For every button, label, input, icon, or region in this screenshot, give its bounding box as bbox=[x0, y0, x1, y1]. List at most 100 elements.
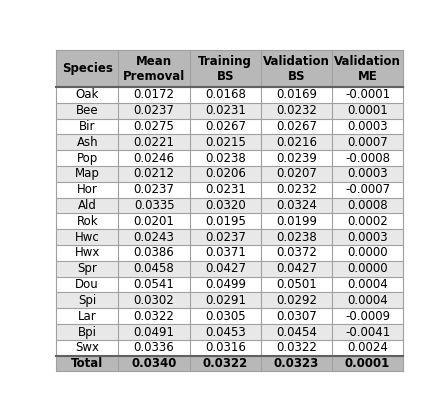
Bar bbox=[332, 166, 403, 182]
Text: Oak: Oak bbox=[76, 88, 99, 101]
Text: Hor: Hor bbox=[77, 183, 98, 196]
Bar bbox=[332, 103, 403, 118]
Bar bbox=[118, 103, 190, 118]
Text: 0.0499: 0.0499 bbox=[205, 278, 246, 291]
Text: 0.0324: 0.0324 bbox=[276, 199, 317, 212]
Text: Species: Species bbox=[62, 62, 113, 75]
Bar bbox=[118, 118, 190, 134]
Bar bbox=[332, 245, 403, 261]
Bar bbox=[261, 340, 332, 356]
Text: 0.0003: 0.0003 bbox=[347, 231, 388, 244]
Text: -0.0008: -0.0008 bbox=[345, 152, 390, 165]
Text: 0.0007: 0.0007 bbox=[347, 136, 388, 149]
Text: -0.0009: -0.0009 bbox=[345, 310, 390, 323]
Bar bbox=[332, 324, 403, 340]
Text: 0.0001: 0.0001 bbox=[345, 357, 390, 370]
Text: -0.0001: -0.0001 bbox=[345, 88, 390, 101]
Bar bbox=[118, 150, 190, 166]
Text: 0.0001: 0.0001 bbox=[347, 104, 388, 117]
Text: 0.0231: 0.0231 bbox=[205, 183, 246, 196]
Bar bbox=[261, 150, 332, 166]
Bar bbox=[261, 198, 332, 214]
Text: 0.0541: 0.0541 bbox=[134, 278, 175, 291]
Text: 0.0320: 0.0320 bbox=[205, 199, 246, 212]
Bar bbox=[190, 340, 261, 356]
Text: 0.0454: 0.0454 bbox=[276, 326, 317, 339]
Text: 0.0216: 0.0216 bbox=[276, 136, 317, 149]
Bar bbox=[261, 276, 332, 292]
Bar bbox=[261, 245, 332, 261]
Bar bbox=[56, 166, 118, 182]
Text: 0.0340: 0.0340 bbox=[131, 357, 177, 370]
Text: Rok: Rok bbox=[77, 215, 98, 228]
Text: Ald: Ald bbox=[78, 199, 97, 212]
Text: 0.0169: 0.0169 bbox=[276, 88, 317, 101]
Bar bbox=[190, 182, 261, 198]
Text: 0.0291: 0.0291 bbox=[205, 294, 246, 307]
Bar bbox=[190, 292, 261, 308]
Text: 0.0427: 0.0427 bbox=[205, 262, 246, 275]
Text: 0.0336: 0.0336 bbox=[134, 341, 174, 354]
Text: 0.0206: 0.0206 bbox=[205, 167, 246, 181]
Text: Training
BS: Training BS bbox=[198, 55, 252, 83]
Bar bbox=[190, 308, 261, 324]
Text: Spr: Spr bbox=[78, 262, 97, 275]
Text: Validation
BS: Validation BS bbox=[263, 55, 330, 83]
Bar bbox=[118, 292, 190, 308]
Text: 0.0305: 0.0305 bbox=[205, 310, 246, 323]
Text: 0.0453: 0.0453 bbox=[205, 326, 246, 339]
Bar bbox=[56, 324, 118, 340]
Bar bbox=[332, 87, 403, 103]
Text: 0.0231: 0.0231 bbox=[205, 104, 246, 117]
Text: Ash: Ash bbox=[77, 136, 98, 149]
Bar bbox=[56, 87, 118, 103]
Bar bbox=[332, 182, 403, 198]
Text: Validation
ME: Validation ME bbox=[334, 55, 401, 83]
Text: Spi: Spi bbox=[78, 294, 96, 307]
Bar bbox=[190, 276, 261, 292]
Bar bbox=[118, 340, 190, 356]
Text: 0.0221: 0.0221 bbox=[134, 136, 175, 149]
Text: 0.0238: 0.0238 bbox=[276, 231, 317, 244]
Text: 0.0239: 0.0239 bbox=[276, 152, 317, 165]
Text: 0.0232: 0.0232 bbox=[276, 104, 317, 117]
Bar bbox=[118, 182, 190, 198]
Text: 0.0000: 0.0000 bbox=[347, 262, 388, 275]
Bar bbox=[261, 308, 332, 324]
Bar bbox=[118, 324, 190, 340]
Text: 0.0335: 0.0335 bbox=[134, 199, 174, 212]
Bar bbox=[118, 214, 190, 229]
Text: 0.0307: 0.0307 bbox=[276, 310, 317, 323]
Bar bbox=[190, 356, 261, 371]
Text: 0.0212: 0.0212 bbox=[134, 167, 175, 181]
Bar bbox=[332, 292, 403, 308]
Bar bbox=[56, 292, 118, 308]
Bar bbox=[118, 245, 190, 261]
Text: 0.0215: 0.0215 bbox=[205, 136, 246, 149]
Bar bbox=[56, 214, 118, 229]
Text: 0.0238: 0.0238 bbox=[205, 152, 246, 165]
Text: 0.0172: 0.0172 bbox=[134, 88, 175, 101]
Text: 0.0322: 0.0322 bbox=[202, 357, 248, 370]
Bar bbox=[332, 356, 403, 371]
Bar bbox=[118, 166, 190, 182]
Text: 0.0292: 0.0292 bbox=[276, 294, 317, 307]
Bar bbox=[190, 214, 261, 229]
Text: 0.0246: 0.0246 bbox=[134, 152, 175, 165]
Text: 0.0237: 0.0237 bbox=[205, 231, 246, 244]
Bar bbox=[118, 134, 190, 150]
Text: 0.0267: 0.0267 bbox=[205, 120, 246, 133]
Bar bbox=[56, 134, 118, 150]
Bar bbox=[332, 308, 403, 324]
Text: 0.0491: 0.0491 bbox=[134, 326, 175, 339]
Bar bbox=[190, 134, 261, 150]
Text: 0.0371: 0.0371 bbox=[205, 246, 246, 259]
Bar bbox=[190, 198, 261, 214]
Bar bbox=[261, 134, 332, 150]
Text: 0.0243: 0.0243 bbox=[134, 231, 175, 244]
Text: 0.0004: 0.0004 bbox=[347, 294, 388, 307]
Text: 0.0501: 0.0501 bbox=[276, 278, 317, 291]
Text: 0.0322: 0.0322 bbox=[134, 310, 175, 323]
Text: 0.0237: 0.0237 bbox=[134, 104, 175, 117]
Bar bbox=[56, 150, 118, 166]
